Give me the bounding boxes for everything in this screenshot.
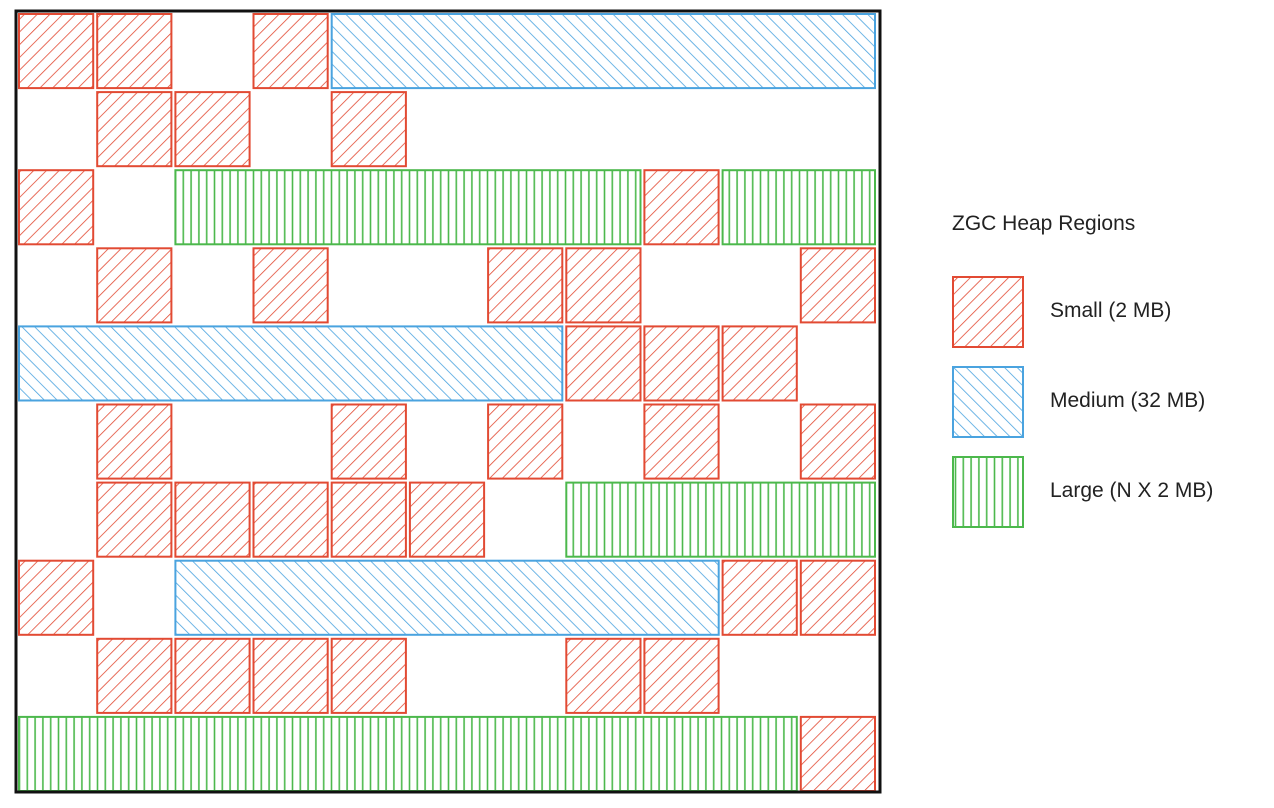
legend-swatches [952,276,1024,528]
region-large [721,169,876,246]
legend-label-medium: Medium (32 MB) [1050,389,1206,412]
region-small [565,637,642,714]
region-small [252,481,329,558]
region-medium [174,559,720,636]
legend-swatch-small [952,276,1024,348]
legend-title: ZGC Heap Regions [952,212,1136,235]
region-small [174,637,251,714]
legend-swatch-medium [952,366,1024,438]
region-small [18,169,95,246]
region-small [721,559,798,636]
region-small [799,559,876,636]
region-medium [18,325,564,402]
legend-swatch-large [952,456,1024,528]
region-small [643,637,720,714]
region-small [252,13,329,90]
region-small [643,325,720,402]
region-small [330,481,407,558]
region-small [96,481,173,558]
region-small [643,403,720,480]
region-small [721,325,798,402]
region-small [408,481,486,558]
region-small [174,481,251,558]
region-small [565,247,642,324]
region-small [18,559,95,636]
region-small [96,637,173,714]
region-small [330,637,407,714]
region-small [487,403,564,480]
region-large [174,169,642,246]
region-small [18,13,95,90]
region-medium [330,13,876,90]
region-small [799,247,876,324]
heap-regions [18,13,876,793]
region-small [330,403,407,480]
heap-border [14,9,882,794]
region-small [252,247,329,324]
region-small [643,169,720,246]
region-small [565,325,642,402]
region-large [565,481,876,558]
region-large [18,715,798,793]
region-small [96,403,173,480]
region-small [96,13,173,90]
region-small [799,403,876,480]
region-small [96,247,173,324]
region-small [174,91,251,168]
region-small [799,715,876,793]
region-small [96,91,173,168]
legend-label-large: Large (N X 2 MB) [1050,479,1214,502]
region-small [330,91,407,168]
region-small [252,637,329,714]
region-small [487,247,564,324]
legend-label-small: Small (2 MB) [1050,299,1172,322]
